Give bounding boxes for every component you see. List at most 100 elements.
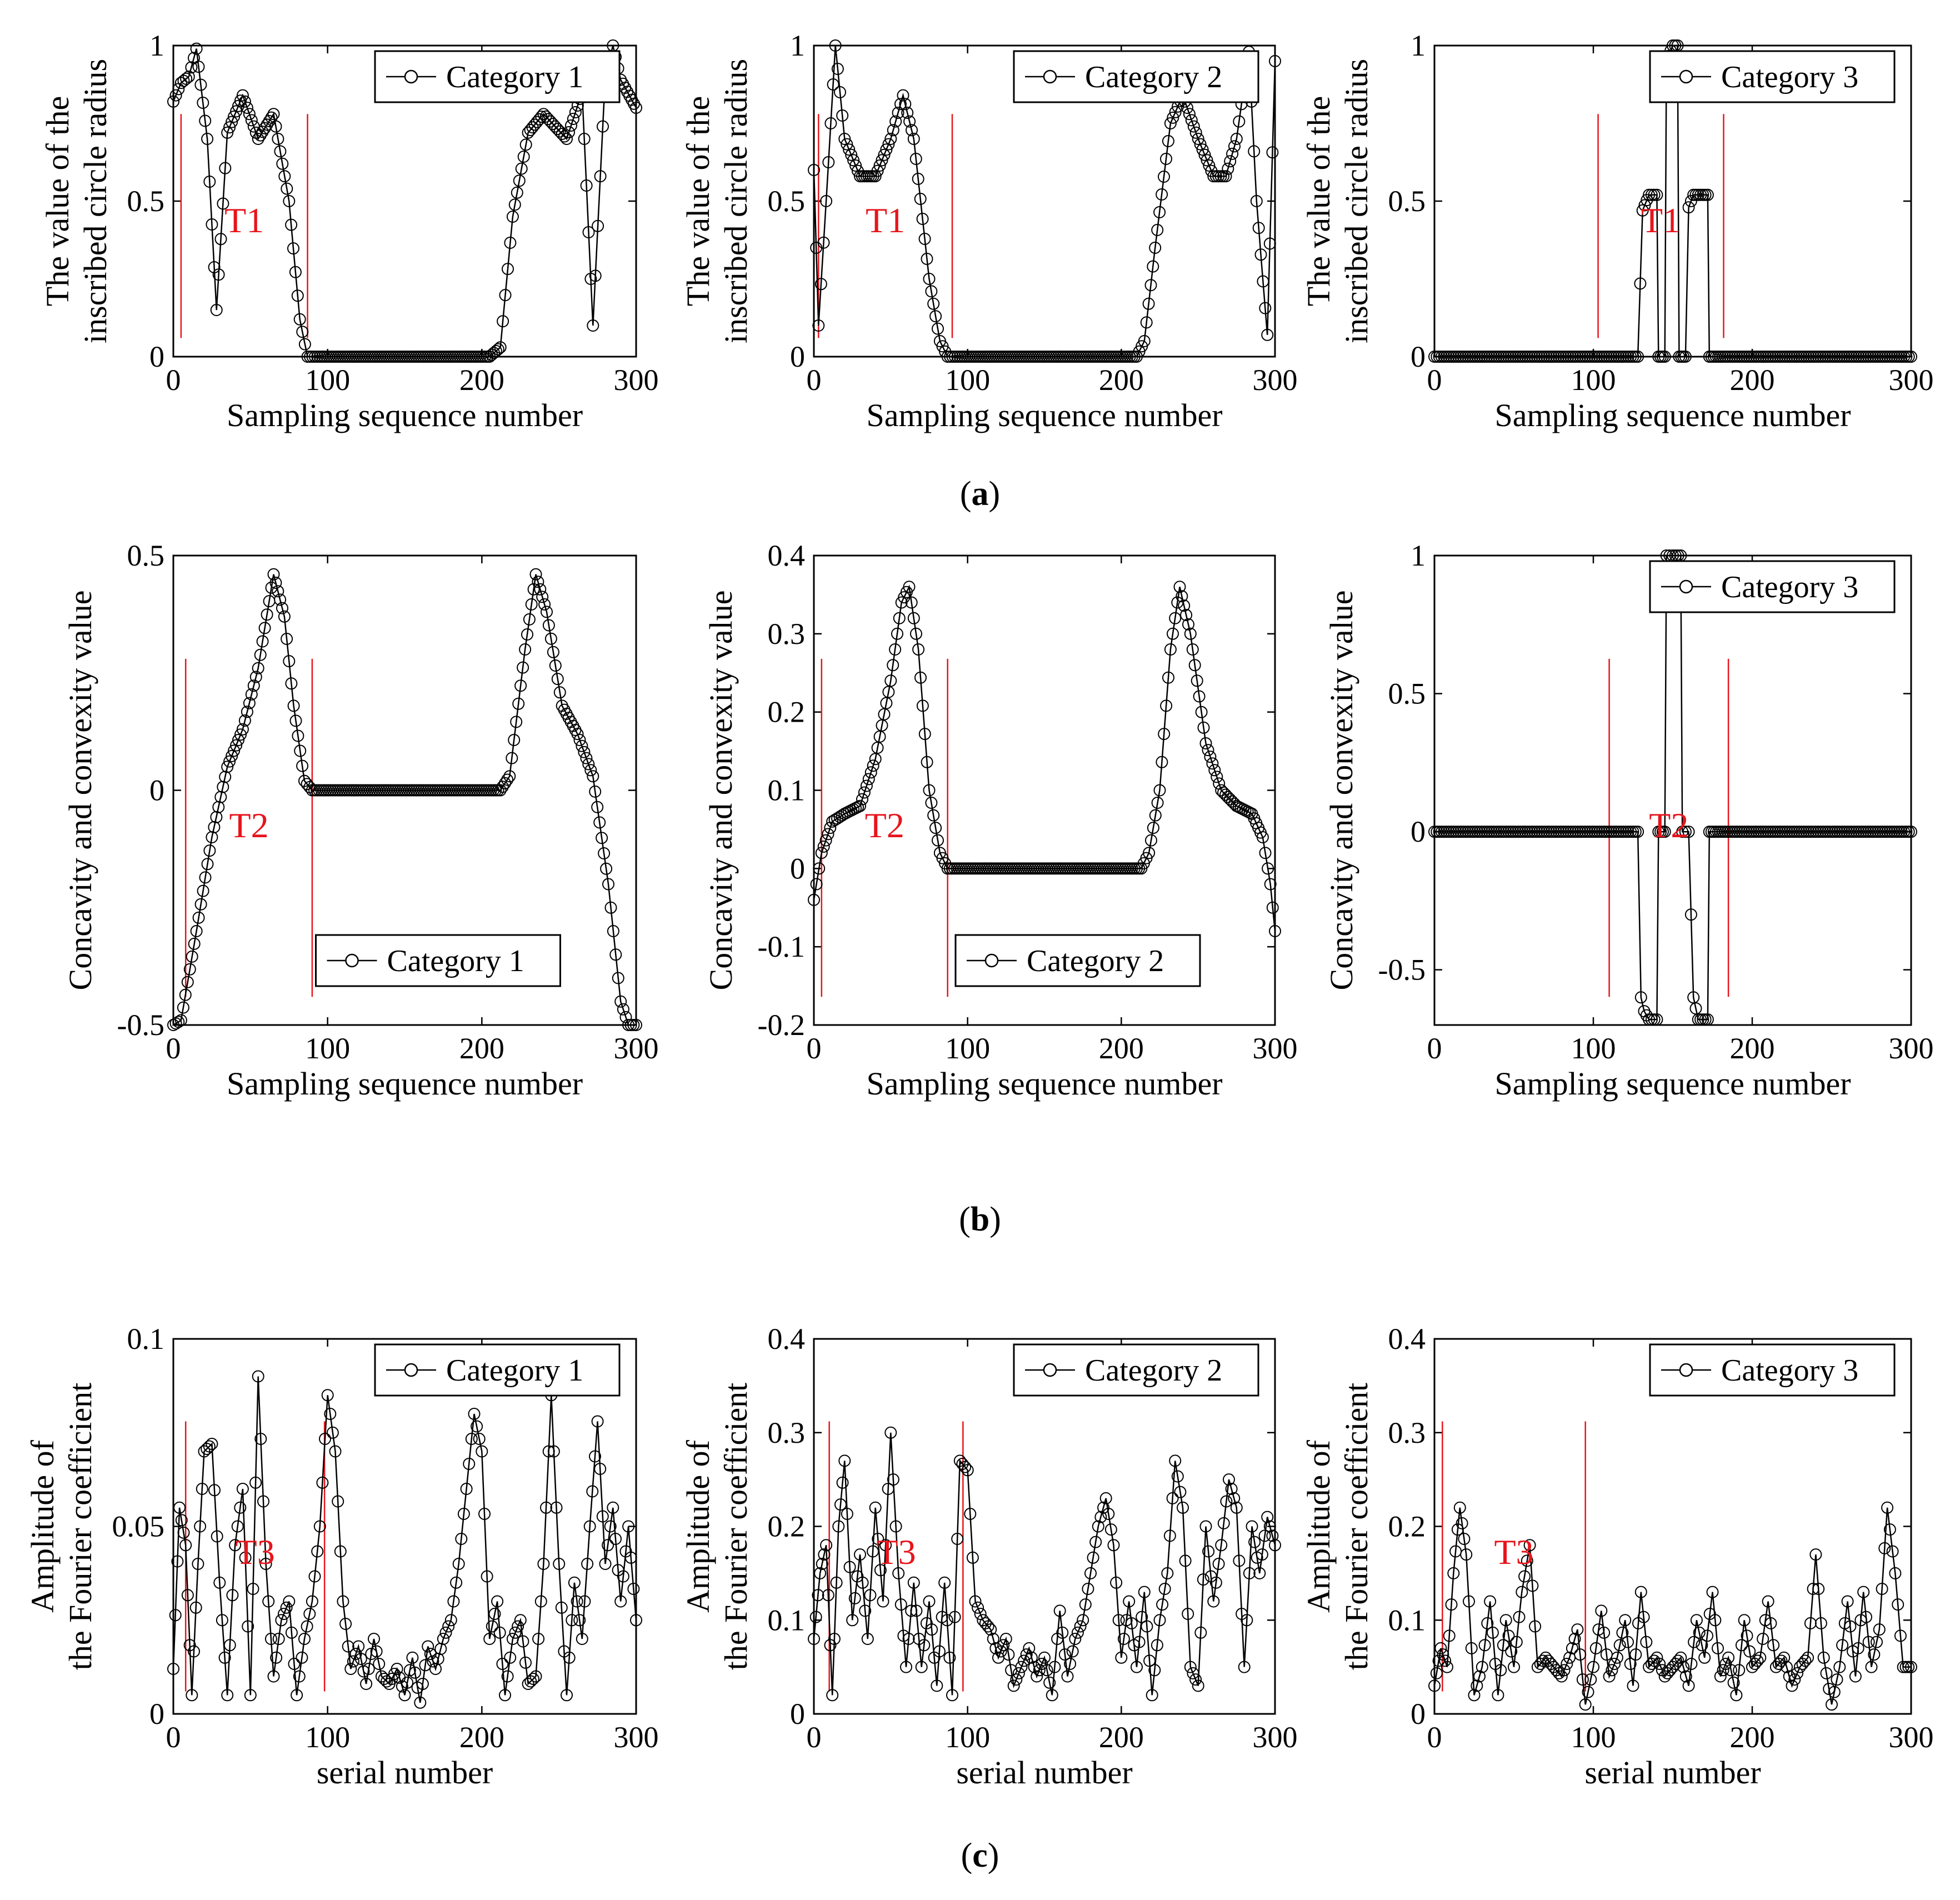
data-point <box>918 1639 931 1652</box>
x-tick-label: 300 <box>1253 1721 1298 1754</box>
data-point <box>1151 797 1164 809</box>
data-point <box>948 1611 961 1623</box>
data-point <box>926 1623 938 1636</box>
data-point <box>1167 111 1179 124</box>
data-point <box>1648 188 1661 201</box>
data-point <box>523 613 536 626</box>
data-point <box>223 121 236 134</box>
data-point <box>181 976 194 988</box>
data-point <box>422 1640 434 1653</box>
data-point <box>249 1476 262 1489</box>
data-point <box>199 871 212 884</box>
data-point <box>813 862 826 875</box>
data-point <box>203 1440 216 1453</box>
data-point <box>1905 351 1917 363</box>
data-point <box>1269 925 1281 937</box>
data-point <box>174 1014 187 1027</box>
data-point <box>884 1426 897 1439</box>
data-point <box>1199 1520 1212 1533</box>
x-tick-label: 0 <box>166 1032 181 1065</box>
y-tick-label: 0.3 <box>768 617 806 651</box>
data-point <box>1208 764 1221 777</box>
data-point <box>1153 784 1166 797</box>
caption-b: (b) <box>959 1201 1001 1238</box>
data-point <box>473 1433 486 1445</box>
data-point <box>1786 1679 1798 1692</box>
data-point <box>1219 170 1232 183</box>
data-point <box>1738 1614 1751 1627</box>
data-point <box>257 1495 269 1508</box>
data-point <box>280 1601 293 1614</box>
data-point <box>1510 1636 1523 1648</box>
data-point <box>206 1438 218 1450</box>
legend-label: Category 2 <box>1085 1353 1222 1388</box>
data-point <box>1258 1529 1271 1542</box>
legend-marker <box>1043 69 1057 84</box>
data-point <box>183 1639 196 1652</box>
data-point <box>532 1633 545 1645</box>
data-point <box>1136 1611 1148 1623</box>
data-point <box>887 1473 899 1486</box>
data-point <box>867 1545 879 1558</box>
data-point <box>1611 1651 1623 1664</box>
x-axis-label: serial number <box>956 1754 1132 1791</box>
data-point <box>808 1633 820 1645</box>
data-point <box>1163 1529 1176 1542</box>
data-point <box>192 911 205 924</box>
x-tick-label: 200 <box>1099 1032 1144 1065</box>
y-tick-label: 0.4 <box>1388 1322 1426 1356</box>
data-point <box>491 1595 504 1608</box>
data-point <box>1226 147 1239 160</box>
data-point <box>627 1019 640 1031</box>
data-point <box>1645 1013 1658 1026</box>
legend-label: Category 1 <box>387 944 524 978</box>
data-point <box>828 1633 841 1645</box>
data-point <box>1499 1614 1512 1627</box>
data-point <box>1248 145 1261 158</box>
data-point <box>1781 1661 1793 1673</box>
data-point <box>1428 1679 1441 1692</box>
data-point <box>1634 1586 1647 1598</box>
data-point <box>984 1623 997 1636</box>
data-point <box>1492 1689 1504 1702</box>
data-point <box>1230 1501 1243 1514</box>
data-point <box>181 1589 194 1602</box>
data-point <box>1757 1633 1769 1645</box>
chart-c1: 0 100 200 300 0 0.05 0.1 serial number Amplitude… <box>24 1322 659 1791</box>
region-label: T3 <box>1494 1532 1533 1572</box>
series-markers <box>808 1426 1281 1702</box>
data-point <box>551 673 564 686</box>
data-point <box>1902 1661 1915 1673</box>
data-point <box>1174 1486 1187 1498</box>
data-point <box>1537 1654 1549 1667</box>
data-point <box>897 89 909 102</box>
data-point <box>180 72 193 85</box>
data-point <box>203 176 216 188</box>
x-axis-label: serial number <box>317 1754 493 1791</box>
y-tick-label: 0.2 <box>768 696 806 729</box>
data-point <box>1158 1583 1171 1595</box>
x-tick-label: 200 <box>459 363 504 397</box>
data-point <box>573 1614 586 1627</box>
data-point <box>221 1689 234 1702</box>
data-point <box>820 195 833 207</box>
data-point <box>1434 1642 1447 1654</box>
data-point <box>1651 188 1663 201</box>
data-point <box>1849 1670 1862 1683</box>
y-tick-label: 1 <box>1411 539 1426 572</box>
data-point <box>1568 1633 1581 1645</box>
data-point <box>887 659 899 672</box>
legend-marker <box>1043 1363 1057 1377</box>
data-point <box>239 1551 252 1564</box>
data-point <box>525 598 538 611</box>
data-point <box>493 1626 506 1639</box>
data-point <box>1160 699 1173 712</box>
data-point <box>276 157 289 170</box>
data-point <box>1222 791 1234 803</box>
data-point <box>217 197 229 210</box>
data-point <box>929 310 942 323</box>
x-tick-label: 300 <box>614 363 659 397</box>
data-point <box>891 627 903 640</box>
data-point <box>414 1696 427 1709</box>
data-point <box>1799 1654 1812 1667</box>
